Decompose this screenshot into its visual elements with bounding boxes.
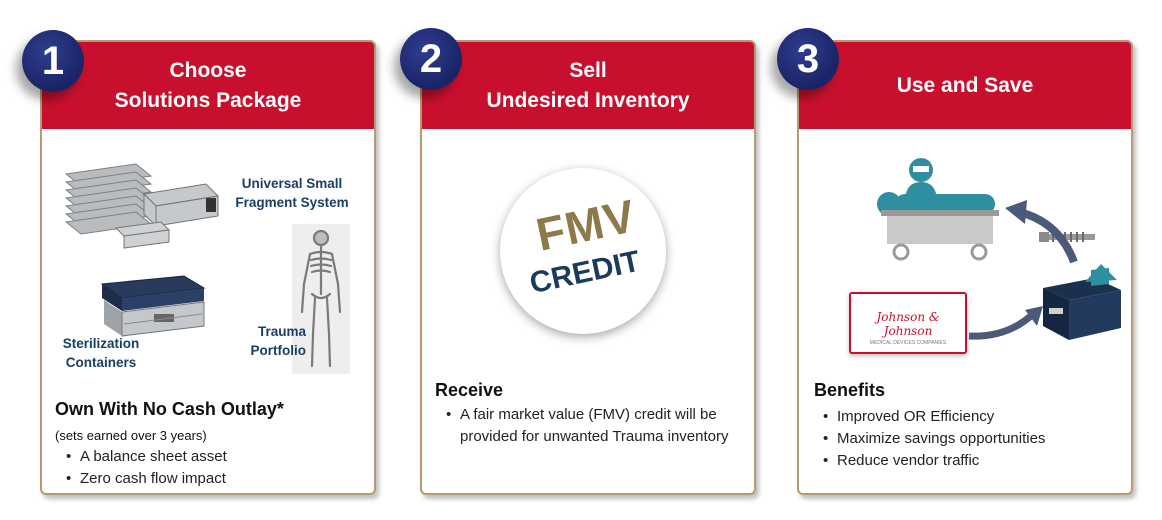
jnj-logo: Johnson & Johnson MEDICAL DEVICES COMPAN…	[849, 292, 967, 354]
list-item: A fair market value (FMV) credit will be…	[444, 404, 744, 448]
step-2-heading: Receive	[435, 380, 504, 400]
sterilization-containers-label: Sterilization Containers	[62, 336, 140, 370]
curved-arrow-right-icon	[968, 306, 1043, 340]
instrument-box-icon	[1043, 264, 1121, 340]
step-1-badge: 1	[22, 30, 84, 92]
step-card-1: Choose Solutions Package Universal Small…	[40, 40, 376, 495]
fmv-credit-stamp: FMV CREDIT	[500, 168, 666, 334]
step-1-bullets: A balance sheet asset Zero cash flow imp…	[64, 446, 227, 490]
step-1-note: (sets earned over 3 years)	[55, 428, 207, 443]
list-item: Maximize savings opportunities	[821, 428, 1045, 450]
jnj-logo-subtext: MEDICAL DEVICES COMPANIES	[869, 340, 947, 346]
step-2-title-line1: Sell	[569, 58, 607, 82]
step-2-badge: 2	[400, 28, 462, 90]
skeleton-image	[292, 224, 350, 374]
step-3-bullets: Improved OR Efficiency Maximize savings …	[821, 406, 1045, 472]
list-item: Zero cash flow impact	[64, 468, 227, 490]
step-3-header: Use and Save	[799, 42, 1131, 129]
step-3-title-line1: Use and Save	[896, 73, 1034, 97]
skeleton-icon	[300, 229, 342, 368]
universal-small-fragment-label: Universal Small Fragment System	[235, 176, 349, 210]
step-3-badge: 3	[777, 28, 839, 90]
step-1-heading: Own With No Cash Outlay*	[55, 399, 284, 419]
step-1-header: Choose Solutions Package	[42, 42, 374, 129]
list-item: Improved OR Efficiency	[821, 406, 1045, 428]
curved-arrow-up-icon	[1005, 200, 1078, 264]
step-card-2: Sell Undesired Inventory FMV CREDIT Rece…	[420, 40, 756, 495]
step-2-title-line2: Undesired Inventory	[486, 88, 690, 112]
trauma-portfolio-label: Trauma Portfolio	[250, 324, 307, 358]
step-card-3: Use and Save Jo	[797, 40, 1133, 495]
sterilization-container-image	[100, 275, 206, 337]
jnj-logo-text: Johnson & Johnson	[876, 310, 940, 338]
step-1-title-line1: Choose	[169, 58, 247, 82]
list-item: Reduce vendor traffic	[821, 450, 1045, 472]
step-2-bullets: A fair market value (FMV) credit will be…	[444, 404, 744, 448]
step-3-heading: Benefits	[814, 380, 886, 400]
step-2-header: Sell Undesired Inventory	[422, 42, 754, 129]
step-1-title-line2: Solutions Package	[114, 88, 302, 112]
list-item: A balance sheet asset	[64, 446, 227, 468]
instrument-trays-image	[64, 163, 220, 249]
patient-gurney-icon	[877, 158, 999, 261]
